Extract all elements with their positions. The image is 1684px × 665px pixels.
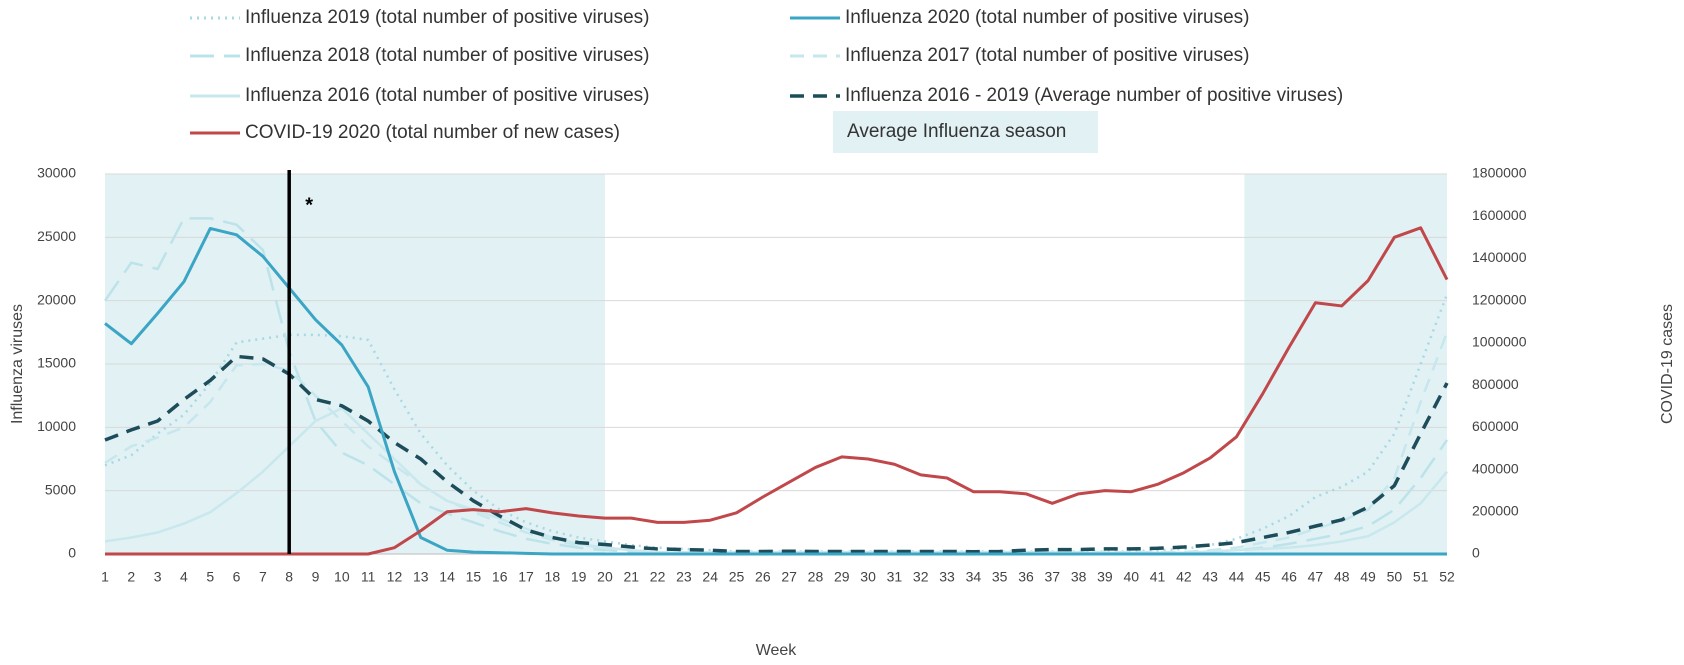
x-tick-label: 36	[1018, 569, 1034, 585]
x-tick-label: 28	[808, 569, 824, 585]
x-tick-label: 2	[127, 569, 135, 585]
y2-tick-label: 1400000	[1472, 249, 1527, 265]
x-tick-label: 39	[1097, 569, 1113, 585]
x-tick-label: 41	[1150, 569, 1166, 585]
y2-tick-label: 1600000	[1472, 207, 1527, 223]
x-tick-label: 52	[1439, 569, 1455, 585]
y-tick-label: 20000	[37, 291, 76, 307]
x-tick-label: 6	[233, 569, 241, 585]
y2-tick-label: 1800000	[1472, 165, 1527, 181]
x-tick-label: 19	[571, 569, 587, 585]
y2-tick-label: 400000	[1472, 460, 1519, 476]
y2-tick-label: 200000	[1472, 502, 1519, 518]
y-tick-label: 25000	[37, 228, 76, 244]
x-tick-label: 8	[285, 569, 293, 585]
legend-swatch	[833, 111, 1098, 153]
y-axis-label: Influenza viruses	[9, 304, 26, 424]
legend-label: Influenza 2016 - 2019 (Average number of…	[845, 85, 1343, 106]
x-tick-label: 14	[439, 569, 455, 585]
x-tick-label: 24	[702, 569, 718, 585]
x-tick-label: 42	[1176, 569, 1192, 585]
y2-tick-label: 800000	[1472, 376, 1519, 392]
x-tick-label: 3	[154, 569, 162, 585]
x-tick-label: 37	[1045, 569, 1061, 585]
x-tick-label: 7	[259, 569, 267, 585]
y2-tick-label: 1200000	[1472, 291, 1527, 307]
x-tick-label: 40	[1123, 569, 1139, 585]
legend-label: Influenza 2018 (total number of positive…	[245, 45, 650, 66]
x-tick-label: 27	[781, 569, 797, 585]
x-tick-label: 22	[650, 569, 666, 585]
y2-tick-label: 600000	[1472, 418, 1519, 434]
y-tick-label: 0	[68, 545, 76, 561]
x-tick-label: 12	[387, 569, 403, 585]
legend-label: Influenza 2016 (total number of positive…	[245, 85, 650, 106]
y2-tick-label: 1000000	[1472, 334, 1527, 350]
x-tick-label: 35	[992, 569, 1008, 585]
x-tick-label: 11	[361, 569, 376, 585]
x-tick-label: 21	[623, 569, 639, 585]
x-tick-label: 29	[834, 569, 850, 585]
x-tick-label: 46	[1281, 569, 1297, 585]
x-tick-label: 45	[1255, 569, 1271, 585]
x-tick-label: 47	[1308, 569, 1324, 585]
x-tick-label: 44	[1229, 569, 1245, 585]
x-tick-label: 50	[1387, 569, 1403, 585]
x-tick-label: 23	[676, 569, 692, 585]
x-tick-label: 13	[413, 569, 429, 585]
y-tick-label: 5000	[45, 481, 76, 497]
x-tick-label: 49	[1360, 569, 1376, 585]
x-tick-label: 20	[597, 569, 613, 585]
x-tick-label: 43	[1202, 569, 1218, 585]
legend-label: Influenza 2020 (total number of positive…	[845, 7, 1250, 28]
x-tick-label: 25	[729, 569, 745, 585]
y-tick-label: 30000	[37, 165, 76, 181]
x-tick-label: 1	[101, 569, 109, 585]
y-tick-label: 15000	[37, 355, 76, 371]
x-tick-label: 26	[755, 569, 771, 585]
series-line	[104, 226, 1447, 556]
y-tick-label: 10000	[37, 418, 76, 434]
series-line	[105, 226, 1449, 556]
y2-axis-label: COVID-19 cases	[1659, 304, 1676, 424]
x-tick-label: 32	[913, 569, 929, 585]
x-tick-label: 10	[334, 569, 350, 585]
y2-tick-label: 0	[1472, 545, 1480, 561]
x-tick-label: 18	[545, 569, 561, 585]
x-tick-label: 5	[206, 569, 214, 585]
x-tick-label: 38	[1071, 569, 1087, 585]
x-tick-label: 30	[860, 569, 876, 585]
legend-label: Average Influenza season	[847, 121, 1066, 142]
x-tick-label: 17	[518, 569, 534, 585]
series-line	[104, 354, 1449, 554]
legend-label: COVID-19 2020 (total number of new cases…	[245, 122, 620, 143]
x-tick-label: 33	[939, 569, 955, 585]
x-tick-label: 51	[1413, 569, 1429, 585]
x-tick-label: 16	[492, 569, 508, 585]
x-tick-label: 15	[466, 569, 482, 585]
x-tick-label: 9	[312, 569, 320, 585]
x-tick-label: 48	[1334, 569, 1350, 585]
x-tick-label: 4	[180, 569, 188, 585]
x-tick-label: 34	[966, 569, 982, 585]
x-tick-label: 31	[887, 569, 903, 585]
legend-label: Influenza 2017 (total number of positive…	[845, 45, 1250, 66]
annotation: *	[305, 194, 313, 216]
x-axis-label: Week	[756, 642, 798, 659]
legend-label: Influenza 2019 (total number of positive…	[245, 7, 650, 28]
